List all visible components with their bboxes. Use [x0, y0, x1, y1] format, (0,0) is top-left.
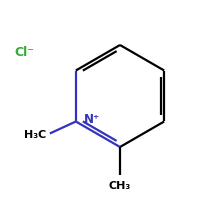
Text: H₃C: H₃C — [24, 130, 46, 140]
Text: Cl⁻: Cl⁻ — [14, 46, 34, 58]
Text: N⁺: N⁺ — [84, 113, 100, 126]
Text: CH₃: CH₃ — [109, 181, 131, 191]
